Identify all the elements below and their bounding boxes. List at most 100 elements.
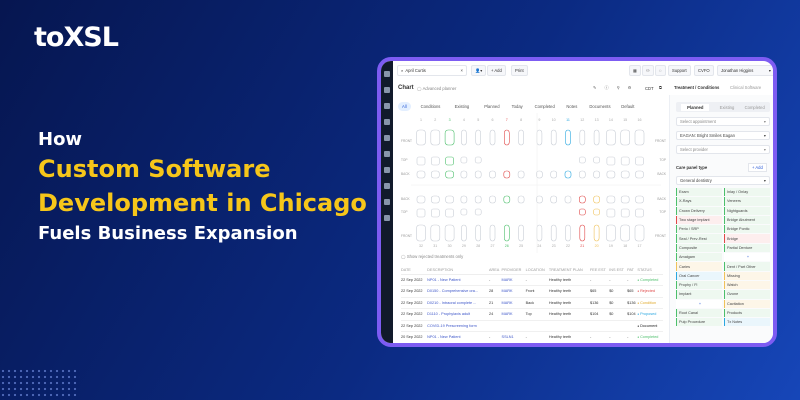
tooth[interactable]: 24 — [536, 195, 543, 248]
care-item[interactable]: Products — [724, 308, 770, 318]
tooth[interactable]: 29 — [460, 195, 468, 248]
column-header[interactable]: DESCRIPTION — [427, 266, 489, 275]
tooth[interactable]: 9 — [536, 118, 543, 179]
advanced-planner-toggle[interactable]: ◯ Advanced planner — [417, 86, 457, 91]
filter-chip[interactable]: Notes — [566, 104, 578, 109]
filter-chip[interactable]: Existing — [454, 104, 470, 109]
add-button[interactable]: + Add — [487, 65, 506, 76]
support-button[interactable]: Support — [668, 65, 691, 76]
tooth[interactable]: 19 — [606, 195, 616, 248]
tooth[interactable]: 12 — [579, 118, 586, 179]
care-item[interactable]: Pulp Procedure — [676, 318, 722, 327]
add-care-item-button[interactable]: + — [676, 299, 722, 308]
column-header[interactable]: FEE EST — [589, 266, 610, 275]
filter-chip[interactable]: Documents — [589, 104, 611, 109]
tooth[interactable]: 22 — [564, 195, 572, 248]
care-item[interactable]: Dent / Part Other — [724, 262, 770, 271]
tooth[interactable]: 23 — [550, 195, 557, 248]
care-item[interactable]: Root Canal — [676, 308, 722, 318]
tooth[interactable]: 6 — [489, 118, 496, 179]
show-rejected-toggle[interactable]: ◯ Show rejected treatments only — [401, 254, 464, 259]
care-item[interactable]: Amalgam — [676, 253, 722, 262]
clinic-select[interactable]: EAGAN: Bright Smiles Eagan ▾ — [676, 131, 770, 140]
table-row[interactable]: 22 Sep 2022 D0150 - Comprehensive ora... 2… — [401, 285, 663, 298]
tab-clinical-software[interactable]: Clinical Software — [730, 85, 762, 90]
tooth[interactable]: 10 — [550, 118, 557, 179]
tooth[interactable]: 31 — [430, 195, 441, 248]
cdt-button[interactable]: CDT — [645, 86, 654, 91]
chart-tools[interactable]: ✎ⓘ⚲⚙ — [593, 85, 640, 90]
tooth[interactable]: 13 — [593, 118, 600, 179]
appointment-select[interactable]: Select appointment ▾ — [676, 117, 770, 126]
table-cell[interactable]: D1110 - Prophylaxis adult — [427, 308, 489, 321]
tooth[interactable]: 32 — [416, 195, 426, 248]
table-row[interactable]: 22 Sep 2022 D1110 - Prophylaxis adult 24 MA… — [401, 308, 663, 321]
tooth[interactable]: 1 — [416, 118, 426, 179]
table-row[interactable]: 22 Sep 2022 D0210 - Intraoral complete ..… — [401, 297, 663, 309]
column-header[interactable]: LOCATION — [525, 266, 549, 275]
care-item[interactable]: Bridge — [724, 234, 770, 243]
care-type-select[interactable]: General dentistry ▾ — [676, 176, 770, 185]
table-row[interactable]: 22 Sep 2022 NP01 - New Patient - MARK - Healt… — [401, 274, 663, 286]
print-button[interactable]: Print — [511, 65, 528, 76]
users-icon[interactable]: ⚇ — [642, 65, 654, 76]
care-item[interactable]: Nightguards — [724, 206, 770, 215]
subtab-planned[interactable]: Planned — [681, 103, 710, 111]
column-header[interactable]: AREA — [488, 266, 502, 275]
care-item[interactable]: Partial Denture — [724, 243, 770, 253]
care-item[interactable]: Exam — [676, 188, 722, 197]
provider-select[interactable]: Select provider ▾ — [676, 145, 770, 154]
table-cell[interactable]: D0150 - Comprehensive ora... — [427, 285, 489, 298]
filter-chip[interactable]: All — [398, 102, 411, 111]
table-cell[interactable]: NP01 - New Patient — [427, 274, 489, 286]
tooth[interactable]: 14 — [606, 118, 616, 179]
tooth[interactable]: 20 — [593, 195, 600, 248]
tooth[interactable]: 30 — [444, 195, 455, 248]
care-item[interactable]: Composite — [676, 243, 722, 253]
care-item[interactable]: Caries — [676, 262, 722, 271]
tooth[interactable]: 17 — [634, 195, 645, 248]
care-item[interactable]: Perio / SRP — [676, 225, 722, 234]
table-cell[interactable]: D0210 - Intraoral complete ... — [427, 297, 489, 309]
tooth[interactable]: 27 — [489, 195, 496, 248]
column-header[interactable]: STATUS — [637, 266, 663, 275]
care-item[interactable]: Watch — [724, 280, 770, 290]
filter-chip[interactable]: Today — [511, 104, 523, 109]
table-cell[interactable]: COVID-19 Prescreening form — [427, 320, 489, 332]
filter-chip[interactable]: Conditions — [420, 104, 441, 109]
care-item[interactable]: Bridge Pontic — [724, 225, 770, 234]
clear-icon[interactable]: × — [460, 68, 463, 73]
column-header[interactable]: PROVIDER — [501, 266, 526, 275]
user-menu[interactable]: Jonathan Higgins ▾ — [717, 65, 773, 76]
tooth[interactable]: 21 — [579, 195, 586, 248]
care-item[interactable]: Ozone — [724, 290, 770, 299]
care-item[interactable]: X-Rays — [676, 197, 722, 206]
tooth[interactable]: 4 — [460, 118, 468, 179]
table-cell[interactable]: NP01 - New Patient — [427, 331, 489, 343]
tooth[interactable]: 18 — [620, 195, 630, 248]
tooth[interactable]: 26 — [503, 195, 511, 248]
care-add-button[interactable]: + Add — [748, 163, 767, 172]
care-item[interactable]: Crown Delivery — [676, 206, 722, 215]
column-header[interactable]: TREATMENT PLAN — [548, 266, 590, 275]
filter-chip[interactable]: Default — [621, 104, 635, 109]
care-item[interactable]: Inlay / Onlay — [724, 188, 770, 197]
tooth[interactable]: 2 — [430, 118, 441, 179]
copy-icon[interactable]: ⧉ — [659, 85, 662, 90]
subtab-existing[interactable]: Existing — [719, 104, 735, 110]
tab-treatment-conditions[interactable]: Treatment / Conditions — [674, 85, 720, 90]
column-header[interactable]: PAT — [627, 266, 638, 275]
subtab-completed[interactable]: Completed — [744, 104, 765, 110]
care-item[interactable]: Implant — [676, 290, 722, 299]
tooth[interactable]: 16 — [634, 118, 645, 179]
add-care-item-button[interactable]: + — [724, 253, 770, 262]
care-item[interactable]: Cavitation — [724, 299, 770, 308]
tooth[interactable]: 11 — [564, 118, 572, 179]
chat-icon[interactable]: ◌ — [655, 65, 666, 76]
care-item[interactable]: Tx Notes — [724, 318, 770, 327]
tooth[interactable]: 25 — [517, 195, 525, 248]
filter-chip[interactable]: Planned — [484, 104, 500, 109]
tooth[interactable]: 3 — [444, 118, 455, 179]
user-dropdown[interactable]: 👤▾ — [471, 65, 487, 76]
tooth[interactable]: 5 — [474, 118, 482, 179]
